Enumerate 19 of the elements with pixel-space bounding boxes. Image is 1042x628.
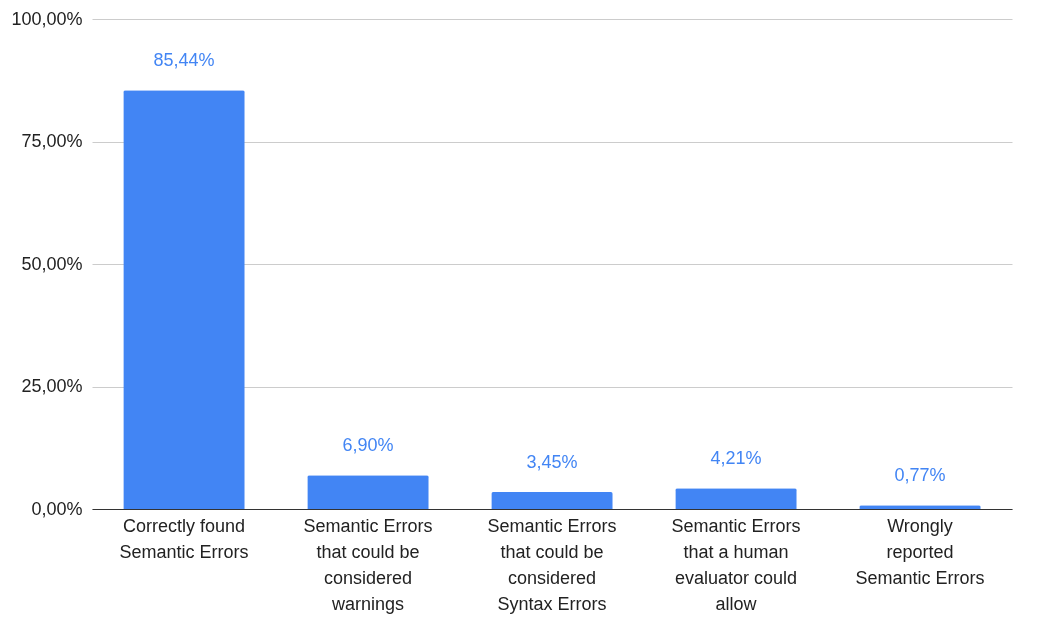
bar: [123, 90, 245, 509]
data-label: 3,45%: [526, 452, 578, 473]
x-tick-label: Correctly found Semantic Errors: [119, 515, 249, 562]
x-tick-label: Wrongly reported Semantic Errors: [855, 515, 985, 588]
data-label: 0,77%: [894, 465, 946, 486]
y-tick-label: 50,00%: [21, 253, 83, 274]
x-tick-label: Semantic Errors that could be considered warnings: [303, 515, 433, 614]
y-tick-label: 100,00%: [11, 8, 83, 29]
bar: [491, 492, 613, 509]
data-label: 85,44%: [153, 50, 215, 71]
x-tick-label: Semantic Errors that could be considered Syntax Errors: [487, 515, 617, 614]
data-label: 4,21%: [710, 448, 762, 469]
y-tick-label: 75,00%: [21, 131, 83, 151]
bar: [675, 488, 797, 509]
bar: [307, 475, 429, 509]
data-label: 6,90%: [342, 435, 394, 456]
x-tick-label: Semantic Errors that a human evaluator could allow: [671, 515, 801, 614]
y-tick-label: 0,00%: [31, 498, 83, 519]
y-tick-label: 25,00%: [21, 376, 83, 396]
